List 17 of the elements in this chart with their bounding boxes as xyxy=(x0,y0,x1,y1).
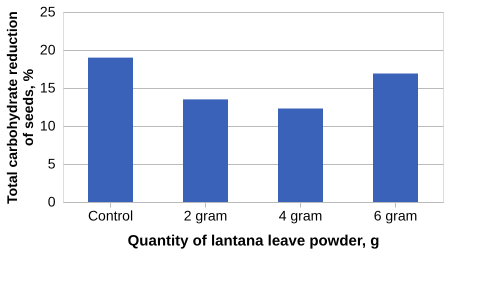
y-tick-label: 5 xyxy=(48,156,56,172)
text: Total carbohydrate reduction xyxy=(4,11,20,204)
bar xyxy=(88,58,133,202)
y-tick-label: 15 xyxy=(40,80,56,96)
y-tick-label: 10 xyxy=(40,118,56,134)
x-tick-label: Control xyxy=(88,208,134,224)
y-tick-label: 20 xyxy=(40,42,56,58)
bar xyxy=(278,108,323,202)
text: of seeds, % xyxy=(20,68,36,146)
x-tick-label: 4 gram xyxy=(278,208,322,224)
bar xyxy=(183,99,228,202)
y-tick-label: 25 xyxy=(40,4,56,20)
y-tick-label: 0 xyxy=(48,194,56,210)
bar xyxy=(373,74,418,202)
x-tick-label: 6 gram xyxy=(374,208,418,224)
x-tick-label: 2 gram xyxy=(184,208,228,224)
x-axis-title: Quantity of lantana leave powder, g xyxy=(128,232,380,250)
